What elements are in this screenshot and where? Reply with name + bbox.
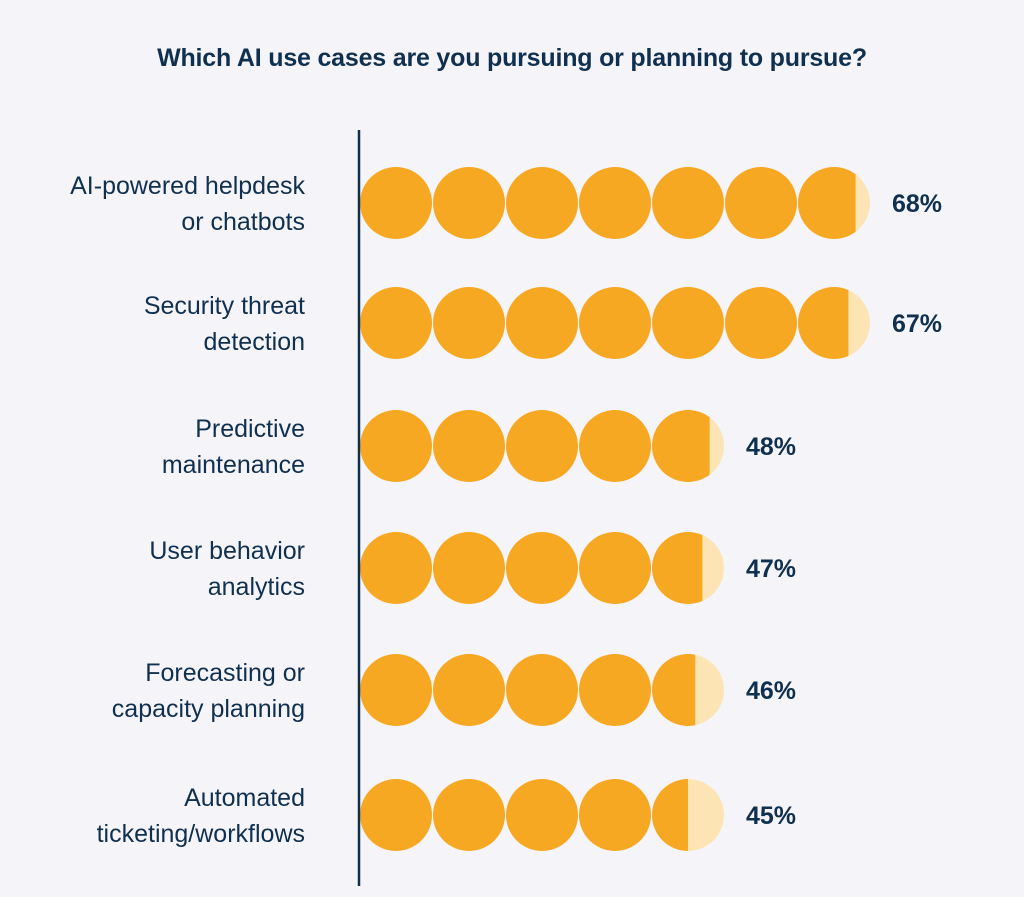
chart-title: Which AI use cases are you pursuing or p… — [157, 44, 867, 72]
value-label: 67% — [892, 310, 942, 338]
category-label: User behavior — [149, 537, 305, 565]
unit-icon — [433, 654, 505, 726]
chart-row: Security threat detection 67% — [144, 287, 942, 359]
unit-icon — [360, 287, 432, 359]
category-label: Forecasting or — [145, 659, 305, 687]
unit-icon — [360, 167, 432, 239]
unit-icon — [579, 410, 651, 482]
unit-icon — [506, 779, 578, 851]
category-label: Predictive — [195, 415, 305, 443]
unit-icon — [579, 167, 651, 239]
value-label: 48% — [746, 433, 796, 461]
unit-icon — [506, 167, 578, 239]
unit-icon — [725, 167, 797, 239]
category-label: maintenance — [162, 451, 305, 479]
category-label: analytics — [208, 573, 305, 601]
value-label: 46% — [746, 677, 796, 705]
partial-icon-fill — [652, 532, 703, 604]
unit-icon — [579, 532, 651, 604]
unit-icon — [579, 287, 651, 359]
chart-row: Predictive maintenance 48% — [162, 410, 796, 482]
unit-icon — [433, 167, 505, 239]
unit-icon — [433, 779, 505, 851]
value-label: 45% — [746, 802, 796, 830]
chart-row: User behavior analytics 47% — [149, 532, 796, 604]
partial-icon-fill — [652, 779, 688, 851]
category-label: Automated — [184, 784, 305, 812]
chart-row: Automated ticketing/workflows 45% — [97, 779, 796, 851]
unit-icon — [360, 410, 432, 482]
chart-row: AI-powered helpdesk or chatbots 68% — [70, 167, 942, 239]
unit-icon — [360, 779, 432, 851]
unit-icon — [506, 410, 578, 482]
category-label: or chatbots — [181, 208, 305, 236]
partial-icon-fill — [652, 654, 696, 726]
partial-icon-fill — [798, 287, 849, 359]
unit-icon — [506, 532, 578, 604]
chart-row: Forecasting or capacity planning 46% — [112, 654, 796, 726]
unit-icon — [652, 287, 724, 359]
unit-icon — [579, 654, 651, 726]
value-label: 68% — [892, 190, 942, 218]
category-label: AI-powered helpdesk — [70, 172, 305, 200]
unit-icon — [725, 287, 797, 359]
unit-icon — [433, 410, 505, 482]
unit-icon — [652, 167, 724, 239]
unit-icon — [506, 287, 578, 359]
unit-icon — [360, 654, 432, 726]
unit-icon — [506, 654, 578, 726]
category-label: detection — [204, 328, 305, 356]
unit-icon — [433, 287, 505, 359]
unit-icon — [579, 779, 651, 851]
category-label: ticketing/workflows — [97, 820, 305, 848]
category-label: capacity planning — [112, 695, 305, 723]
partial-icon-fill — [798, 167, 856, 239]
unit-icon — [360, 532, 432, 604]
category-label: Security threat — [144, 292, 305, 320]
value-label: 47% — [746, 555, 796, 583]
unit-icon — [433, 532, 505, 604]
partial-icon-fill — [652, 410, 710, 482]
